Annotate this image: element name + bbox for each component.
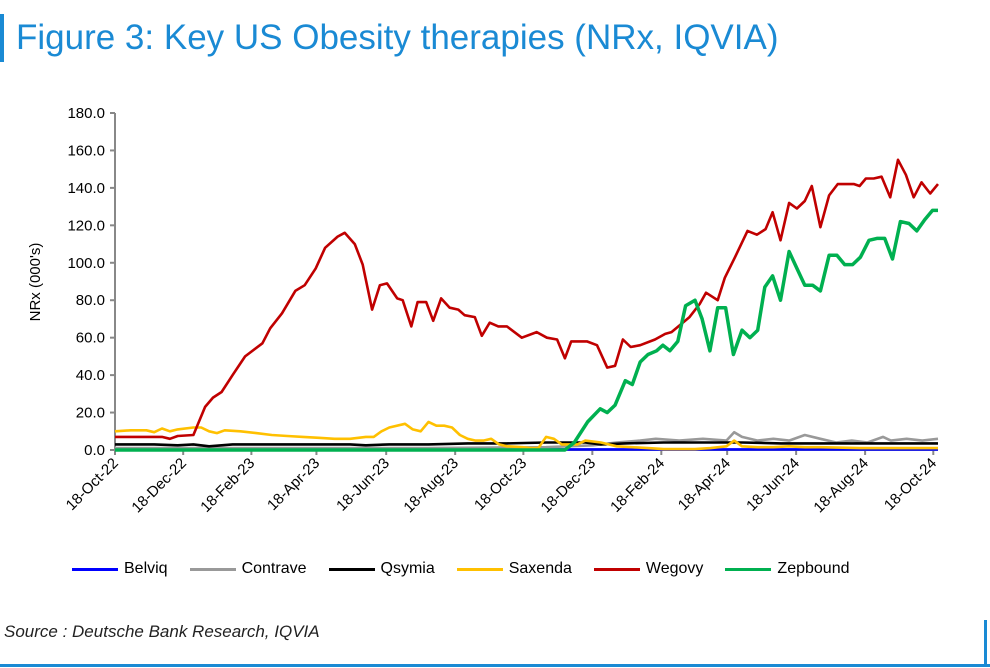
legend-swatch	[593, 567, 640, 571]
x-tick-label: 18-Aug-24	[810, 455, 872, 517]
x-tick-label: 18-Oct-22	[63, 455, 122, 514]
legend-swatch	[725, 567, 772, 571]
x-tick-label: 18-Feb-24	[607, 455, 668, 516]
x-tick-label: 18-Apr-23	[264, 455, 323, 514]
legend-item-saxenda: Saxenda	[456, 560, 572, 578]
legend-swatch	[189, 567, 236, 571]
y-axis-label: NRx (000's)	[27, 243, 44, 322]
y-tick-label: 160.0	[67, 142, 105, 159]
legend-label: Saxenda	[508, 560, 572, 577]
figure-title: Figure 3: Key US Obesity therapies (NRx,…	[16, 18, 779, 57]
series-line-qsymia	[115, 441, 938, 448]
source-note: Source : Deutsche Bank Research, IQVIA	[4, 622, 320, 641]
x-tick-label: 18-Jun-23	[333, 455, 393, 515]
x-tick-label: 18-Jun-24	[743, 455, 803, 515]
legend-item-wegovy: Wegovy	[593, 560, 704, 578]
legend-item-zepbound: Zepbound	[725, 560, 849, 578]
legend-swatch	[72, 567, 118, 571]
x-tick-label: 18-Oct-23	[471, 455, 530, 514]
legend-label: Zepbound	[777, 560, 850, 577]
series-line-wegovy	[115, 158, 940, 441]
x-tick-label: 18-Apr-24	[675, 455, 734, 514]
legend-label: Contrave	[241, 560, 307, 577]
x-tick-label: 18-Oct-24	[881, 455, 940, 514]
y-tick-label: 40.0	[76, 367, 105, 384]
series-line-zepbound	[115, 208, 938, 452]
line-chart: 0.0 20.0 40.0 60.0 80.0 100.0 120.0 140.0 160.0 1…	[27, 105, 940, 517]
y-tick-label: 100.0	[67, 255, 105, 272]
series-line-saxenda	[114, 420, 938, 451]
border-accent-horizontal	[0, 664, 990, 667]
legend-label: Wegovy	[645, 560, 704, 577]
y-tick-label: 80.0	[76, 292, 105, 309]
y-tick-label: 120.0	[67, 217, 105, 234]
legend-item-belviq: Belviq	[72, 560, 168, 578]
legend-item-qsymia: Qsymia	[328, 560, 435, 578]
chart-legend: Belviq Contrave Qsymia Saxenda Wegovy Zepboun…	[72, 560, 871, 578]
legend-swatch	[456, 567, 503, 571]
y-tick-label: 60.0	[76, 330, 105, 347]
y-tick-label: 140.0	[67, 180, 105, 197]
x-tick-label: 18-Dec-22	[128, 455, 190, 517]
legend-item-contrave: Contrave	[189, 560, 307, 578]
y-tick-label: 20.0	[76, 405, 105, 422]
x-tick-label: 18-Aug-23	[400, 455, 462, 517]
series-line-contrave	[115, 430, 939, 450]
x-tick-label: 18-Dec-23	[538, 455, 600, 517]
y-tick-label: 180.0	[67, 105, 105, 122]
legend-label: Qsymia	[380, 560, 435, 577]
legend-swatch	[328, 567, 375, 571]
y-tick-label: 0.0	[84, 442, 105, 459]
title-accent-bar	[0, 14, 4, 62]
legend-label: Belviq	[124, 560, 168, 577]
border-accent-vertical	[984, 620, 987, 666]
x-tick-label: 18-Feb-23	[197, 455, 258, 516]
